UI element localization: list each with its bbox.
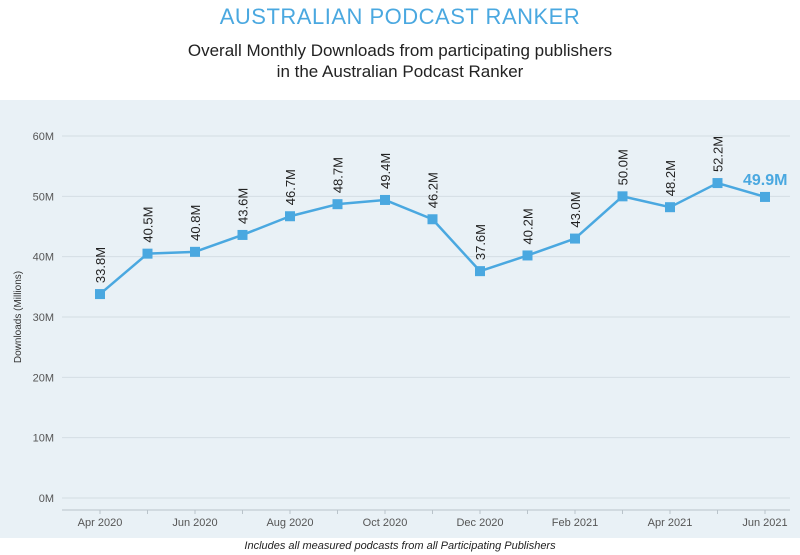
subtitle-line-2: in the Australian Podcast Ranker: [276, 62, 524, 81]
y-tick-label: 10M: [33, 433, 54, 445]
data-point[interactable]: [617, 191, 628, 202]
data-point[interactable]: [760, 191, 770, 202]
x-tick-label: Oct 2020: [363, 517, 408, 529]
data-label: 40.5M: [141, 207, 156, 243]
subtitle-line-1: Overall Monthly Downloads from participa…: [187, 41, 613, 60]
data-label: 33.8M: [93, 247, 108, 283]
y-axis-label: Downloads (Millions): [13, 271, 24, 363]
line-chart: 0M 10M 20M 30M 40M 50M 60M Apr 2020 Jun 2020 Aug …: [13, 131, 790, 529]
data-label: 43.6M: [236, 188, 251, 224]
x-tick-label: Feb 2021: [552, 517, 598, 529]
data-label: 40.2M: [521, 208, 536, 244]
footnote: Includes all measured podcasts from all …: [244, 540, 556, 552]
data-label: 40.8M: [188, 205, 203, 241]
data-point[interactable]: [95, 289, 105, 300]
data-point[interactable]: [332, 199, 343, 210]
data-label: 46.2M: [426, 172, 441, 208]
data-label: 52.2M: [711, 136, 726, 172]
data-label: 50.0M: [616, 149, 631, 185]
data-label: 37.6M: [473, 224, 488, 260]
x-tick-label: Apr 2020: [78, 517, 123, 529]
data-point[interactable]: [190, 246, 200, 257]
x-tick-label: Apr 2021: [648, 517, 693, 529]
y-tick-label: 0M: [39, 493, 54, 505]
data-point[interactable]: [712, 178, 723, 189]
data-point[interactable]: [142, 248, 153, 259]
data-point[interactable]: [665, 202, 675, 213]
data-point[interactable]: [570, 233, 580, 244]
x-tick-label: Aug 2020: [266, 517, 313, 529]
data-point[interactable]: [522, 250, 533, 261]
y-tick-label: 50M: [33, 191, 54, 203]
data-point[interactable]: [237, 229, 248, 240]
data-point[interactable]: [475, 266, 485, 277]
y-tick-label: 20M: [33, 372, 54, 384]
data-label: 49.9M: [743, 172, 787, 189]
x-tick-label: Dec 2020: [456, 517, 503, 529]
y-tick-label: 60M: [33, 131, 54, 143]
x-tick-label: Jun 2021: [742, 517, 787, 529]
chart-panel: 0M 10M 20M 30M 40M 50M 60M Apr 2020 Jun 2020 Aug …: [0, 100, 800, 538]
y-tick-label: 30M: [33, 312, 54, 324]
data-point[interactable]: [380, 194, 390, 205]
data-point[interactable]: [285, 211, 295, 222]
data-label: 48.2M: [663, 160, 678, 196]
brand-title: AUSTRALIAN PODCAST RANKER: [219, 4, 581, 29]
data-point[interactable]: [427, 214, 438, 225]
y-tick-label: 40M: [33, 252, 54, 264]
chart-subtitle: Overall Monthly Downloads from participa…: [0, 40, 800, 82]
data-label: 43.0M: [568, 191, 583, 227]
data-label: 49.4M: [378, 153, 393, 189]
x-tick-label: Jun 2020: [172, 517, 217, 529]
data-label: 46.7M: [283, 169, 298, 205]
data-label: 48.7M: [331, 157, 346, 193]
